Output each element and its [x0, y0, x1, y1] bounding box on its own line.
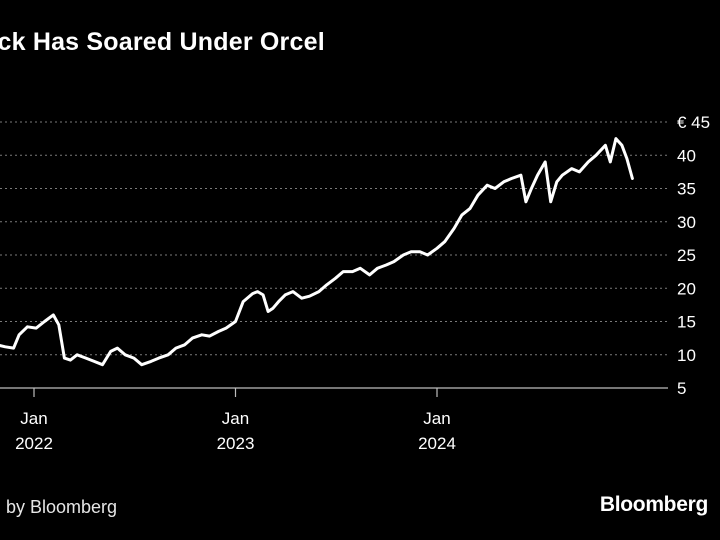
bloomberg-logo: Bloomberg: [599, 493, 708, 516]
x-tick-year-2023: 2023: [217, 434, 255, 453]
x-tick-month-2024: Jan: [423, 409, 450, 428]
x-tick-month-2023: Jan: [222, 409, 249, 428]
y-tick-label-15: 15: [677, 313, 696, 332]
x-tick-year-2022: 2022: [15, 434, 53, 453]
source-credit: by Bloomberg: [6, 497, 118, 517]
y-tick-label-40: 40: [677, 146, 696, 165]
x-tick-month-2022: Jan: [20, 409, 47, 428]
y-tick-label-30: 30: [677, 213, 696, 232]
y-tick-label-25: 25: [677, 246, 696, 265]
y-tick-label-10: 10: [677, 346, 696, 365]
y-tick-label-35: 35: [677, 180, 696, 199]
y-tick-label-5: 5: [677, 379, 686, 398]
y-tick-label-20: 20: [677, 279, 696, 298]
chart-title: ock Has Soared Under Orcel: [0, 28, 325, 56]
x-tick-year-2024: 2024: [418, 434, 456, 453]
price-line-0: [0, 137, 634, 367]
y-tick-label-45: € 45: [677, 113, 710, 132]
